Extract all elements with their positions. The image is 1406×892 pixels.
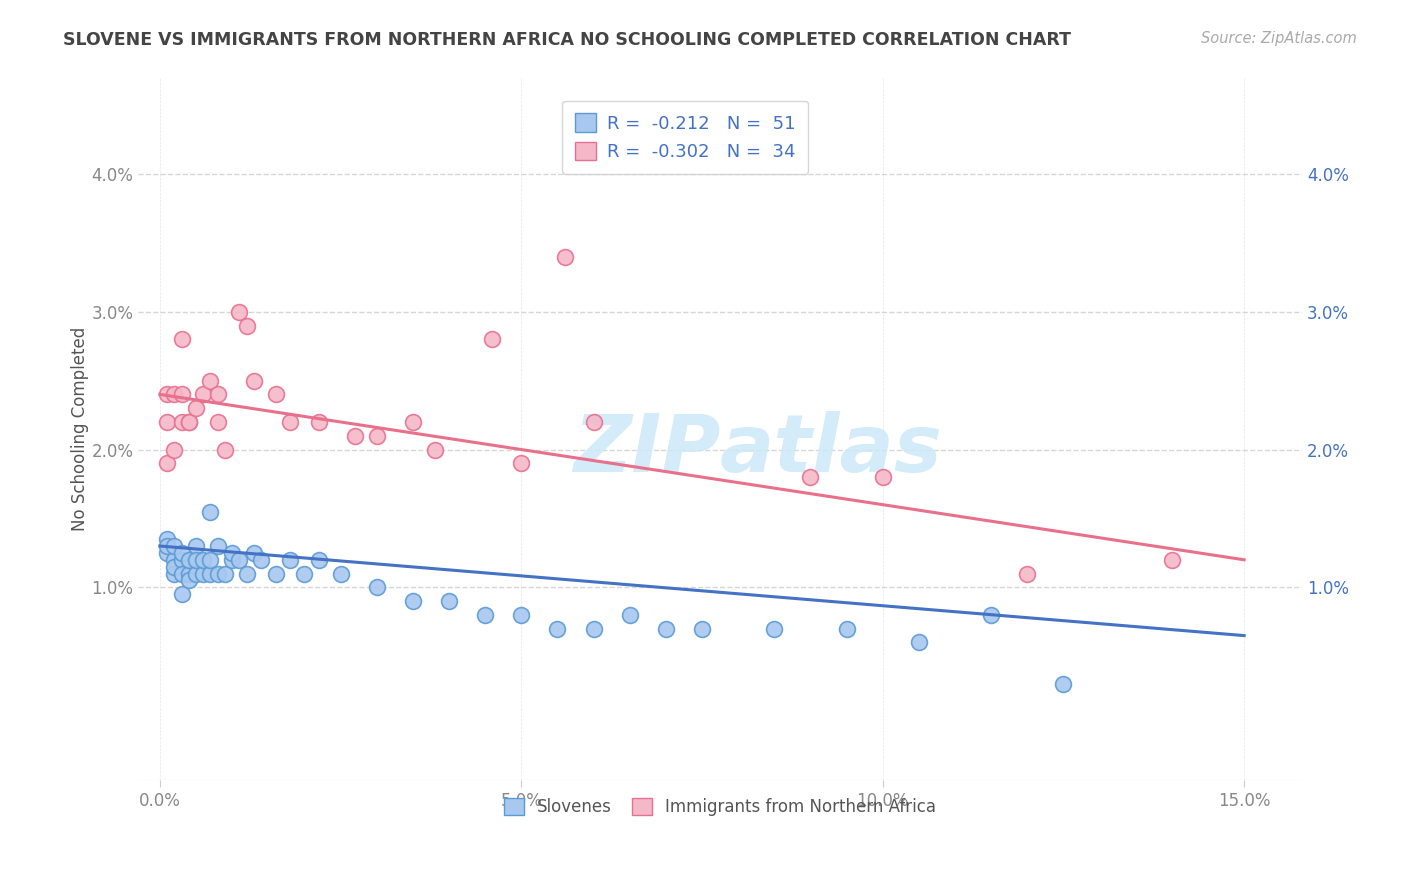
Point [510, 456, 533, 470]
Point [366, 580, 388, 594]
Point [177, 415, 200, 429]
Point [221, 553, 243, 567]
Point [655, 622, 678, 636]
Point [763, 622, 786, 636]
Point [437, 594, 460, 608]
Point [366, 429, 388, 443]
Point [243, 374, 266, 388]
Point [423, 442, 446, 457]
Point [156, 415, 179, 429]
Point [308, 415, 330, 429]
Point [228, 553, 250, 567]
Text: Source: ZipAtlas.com: Source: ZipAtlas.com [1201, 31, 1357, 46]
Point [163, 539, 186, 553]
Point [690, 622, 713, 636]
Text: ZIP: ZIP [572, 411, 720, 489]
Point [163, 566, 186, 581]
Text: atlas: atlas [720, 411, 943, 489]
Point [170, 415, 193, 429]
Legend: Slovenes, Immigrants from Northern Africa: Slovenes, Immigrants from Northern Afric… [495, 789, 945, 825]
Point [156, 456, 179, 470]
Point [278, 415, 301, 429]
Point [177, 415, 200, 429]
Point [250, 553, 273, 567]
Point [214, 566, 236, 581]
Point [329, 566, 352, 581]
Point [170, 566, 193, 581]
Point [163, 442, 186, 457]
Point [510, 607, 533, 622]
Point [402, 594, 425, 608]
Point [170, 332, 193, 346]
Point [184, 566, 207, 581]
Point [170, 387, 193, 401]
Point [207, 539, 229, 553]
Point [1160, 553, 1182, 567]
Point [170, 546, 193, 560]
Point [156, 387, 179, 401]
Point [200, 374, 222, 388]
Point [1017, 566, 1039, 581]
Point [264, 387, 287, 401]
Point [193, 387, 215, 401]
Point [872, 470, 894, 484]
Point [170, 553, 193, 567]
Point [344, 429, 367, 443]
Point [308, 553, 330, 567]
Point [243, 546, 266, 560]
Point [799, 470, 821, 484]
Point [184, 401, 207, 416]
Y-axis label: No Schooling Completed: No Schooling Completed [72, 326, 89, 531]
Point [228, 304, 250, 318]
Point [554, 250, 576, 264]
Point [193, 566, 215, 581]
Point [207, 387, 229, 401]
Point [156, 532, 179, 546]
Point [402, 415, 425, 429]
Point [207, 566, 229, 581]
Point [207, 415, 229, 429]
Point [200, 553, 222, 567]
Point [546, 622, 568, 636]
Point [582, 415, 605, 429]
Point [200, 504, 222, 518]
Point [214, 442, 236, 457]
Point [163, 387, 186, 401]
Point [193, 553, 215, 567]
Point [163, 559, 186, 574]
Point [170, 587, 193, 601]
Point [474, 607, 496, 622]
Point [278, 553, 301, 567]
Point [200, 566, 222, 581]
Point [481, 332, 503, 346]
Point [184, 553, 207, 567]
Point [619, 607, 641, 622]
Point [177, 553, 200, 567]
Point [1052, 677, 1074, 691]
Point [582, 622, 605, 636]
Point [294, 566, 316, 581]
Point [156, 539, 179, 553]
Point [908, 635, 931, 649]
Point [177, 574, 200, 588]
Point [163, 553, 186, 567]
Point [177, 566, 200, 581]
Point [184, 539, 207, 553]
Point [235, 318, 257, 333]
Point [980, 607, 1002, 622]
Point [235, 566, 257, 581]
Point [156, 546, 179, 560]
Point [221, 546, 243, 560]
Point [835, 622, 858, 636]
Point [264, 566, 287, 581]
Text: SLOVENE VS IMMIGRANTS FROM NORTHERN AFRICA NO SCHOOLING COMPLETED CORRELATION CH: SLOVENE VS IMMIGRANTS FROM NORTHERN AFRI… [63, 31, 1071, 49]
